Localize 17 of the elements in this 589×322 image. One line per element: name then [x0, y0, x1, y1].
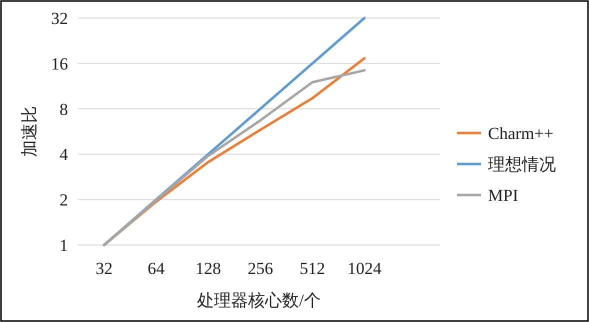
y-tick-label: 8: [60, 100, 68, 119]
x-tick-label: 256: [248, 259, 274, 278]
y-axis-title: 加速比: [20, 106, 39, 157]
x-tick-label: 32: [96, 259, 113, 278]
x-tick-label: 1024: [347, 259, 382, 278]
x-tick-label: 512: [300, 259, 326, 278]
legend-label: 理想情况: [488, 155, 556, 174]
y-tick-label: 16: [51, 54, 68, 74]
x-tick-label: 128: [196, 259, 221, 278]
x-tick-label: 64: [148, 259, 166, 278]
legend-label: MPI: [488, 186, 519, 205]
legend-label: Charm++: [488, 124, 554, 143]
y-tick-label: 1: [60, 236, 68, 255]
y-tick-label: 32: [51, 9, 68, 28]
x-axis-title: 处理器核心数/个: [197, 291, 321, 310]
y-tick-label: 4: [60, 145, 68, 164]
y-tick-label: 2: [60, 190, 68, 210]
